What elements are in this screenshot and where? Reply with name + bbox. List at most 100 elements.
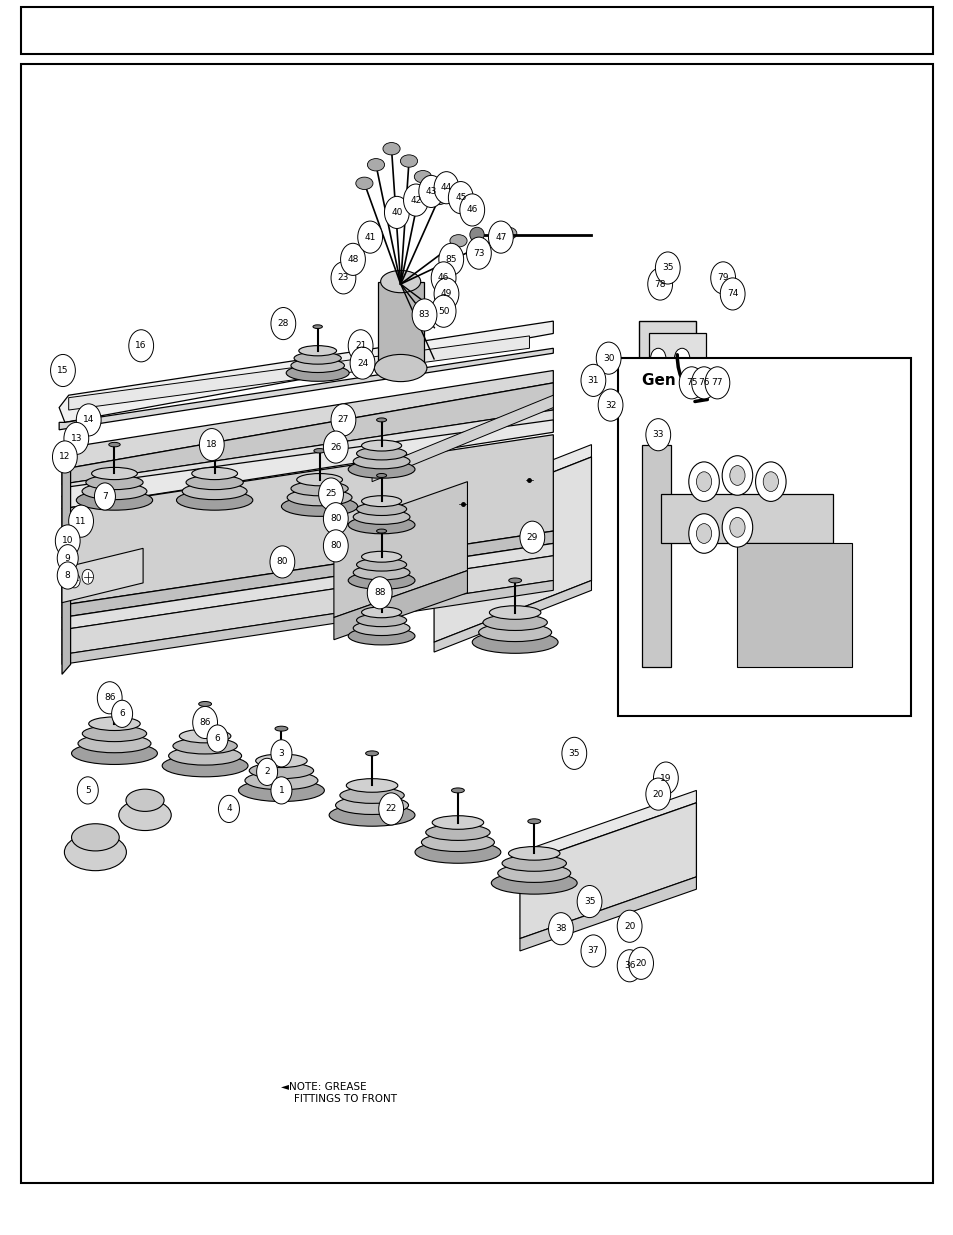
Circle shape	[218, 795, 239, 823]
Ellipse shape	[339, 788, 404, 803]
Circle shape	[755, 462, 785, 501]
Circle shape	[318, 478, 343, 510]
Circle shape	[256, 758, 277, 785]
Ellipse shape	[348, 627, 415, 645]
Ellipse shape	[508, 847, 559, 860]
Text: 22: 22	[385, 804, 396, 814]
Ellipse shape	[356, 503, 406, 515]
Ellipse shape	[313, 325, 322, 329]
Ellipse shape	[245, 771, 317, 790]
Circle shape	[323, 431, 348, 463]
Text: 28: 28	[277, 319, 289, 329]
Circle shape	[418, 175, 443, 207]
Text: 8: 8	[65, 571, 71, 580]
Circle shape	[645, 778, 670, 810]
Ellipse shape	[425, 825, 490, 841]
Polygon shape	[334, 571, 467, 640]
Ellipse shape	[78, 734, 151, 753]
Ellipse shape	[198, 701, 212, 706]
Ellipse shape	[353, 454, 410, 469]
Polygon shape	[62, 370, 553, 469]
Text: 20: 20	[635, 958, 646, 968]
Ellipse shape	[380, 270, 420, 293]
Circle shape	[617, 910, 641, 942]
Circle shape	[52, 441, 77, 473]
Ellipse shape	[499, 227, 517, 240]
Text: 14: 14	[83, 415, 94, 425]
Ellipse shape	[108, 689, 121, 694]
Ellipse shape	[209, 442, 220, 447]
Circle shape	[378, 793, 403, 825]
Polygon shape	[641, 445, 670, 667]
Polygon shape	[434, 580, 591, 652]
Circle shape	[77, 777, 98, 804]
Ellipse shape	[430, 193, 447, 205]
Polygon shape	[59, 321, 553, 422]
Circle shape	[561, 737, 586, 769]
Circle shape	[674, 348, 689, 368]
Ellipse shape	[192, 467, 237, 479]
Polygon shape	[62, 435, 553, 605]
Circle shape	[403, 184, 428, 216]
Circle shape	[688, 462, 719, 501]
Circle shape	[69, 573, 80, 588]
Ellipse shape	[182, 483, 247, 500]
Text: 79: 79	[717, 273, 728, 283]
Circle shape	[207, 725, 228, 752]
Circle shape	[57, 545, 78, 572]
Ellipse shape	[353, 621, 410, 636]
Ellipse shape	[497, 864, 570, 882]
Ellipse shape	[356, 447, 406, 459]
Text: 47: 47	[495, 232, 506, 242]
Text: 35: 35	[583, 897, 595, 906]
Polygon shape	[519, 877, 696, 951]
Ellipse shape	[71, 824, 119, 851]
Text: 44: 44	[440, 183, 452, 193]
Polygon shape	[62, 543, 553, 630]
Text: 12: 12	[59, 452, 71, 462]
Ellipse shape	[361, 440, 401, 451]
Ellipse shape	[367, 158, 384, 170]
Bar	[21, 7, 932, 54]
Circle shape	[434, 278, 458, 310]
Polygon shape	[737, 543, 851, 667]
Ellipse shape	[450, 235, 467, 247]
Text: 33: 33	[652, 430, 663, 440]
Ellipse shape	[255, 753, 307, 767]
Text: 88: 88	[374, 588, 385, 598]
Text: 80: 80	[330, 514, 341, 524]
Ellipse shape	[469, 227, 483, 242]
Circle shape	[655, 252, 679, 284]
Ellipse shape	[238, 779, 324, 802]
Circle shape	[384, 196, 409, 228]
Bar	[618, 358, 910, 716]
Circle shape	[367, 577, 392, 609]
Text: 20: 20	[623, 921, 635, 931]
Circle shape	[466, 237, 491, 269]
Ellipse shape	[361, 606, 401, 618]
Ellipse shape	[335, 797, 408, 815]
Ellipse shape	[382, 142, 399, 154]
Circle shape	[720, 278, 744, 310]
Circle shape	[64, 422, 89, 454]
Text: 77: 77	[711, 378, 722, 388]
Polygon shape	[639, 321, 696, 469]
Polygon shape	[62, 548, 143, 603]
Ellipse shape	[356, 558, 406, 571]
Circle shape	[199, 429, 224, 461]
Circle shape	[696, 524, 711, 543]
Ellipse shape	[527, 819, 540, 824]
Text: 21: 21	[355, 341, 366, 351]
Circle shape	[721, 508, 752, 547]
Ellipse shape	[86, 475, 143, 489]
Circle shape	[628, 947, 653, 979]
Circle shape	[459, 194, 484, 226]
Circle shape	[577, 885, 601, 918]
Ellipse shape	[346, 778, 397, 793]
Text: 23: 23	[337, 273, 349, 283]
Text: 5: 5	[85, 785, 91, 795]
Ellipse shape	[65, 834, 126, 871]
Circle shape	[82, 569, 93, 584]
Text: 49: 49	[440, 289, 452, 299]
Ellipse shape	[186, 475, 243, 489]
